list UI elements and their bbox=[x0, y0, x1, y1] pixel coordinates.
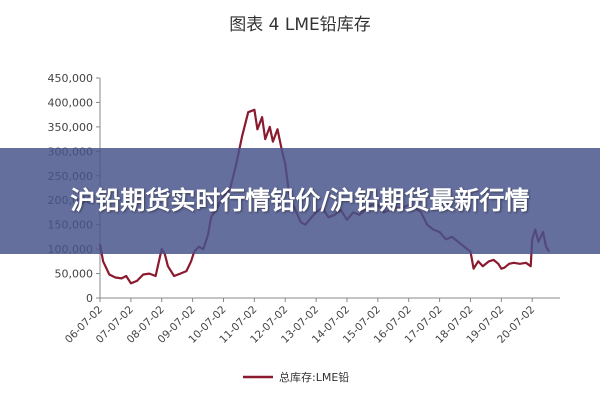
banner-headline: 沪铅期货实时行情铅价/沪铅期货最新行情 bbox=[70, 186, 530, 215]
y-tick-label: 0 bbox=[86, 292, 93, 305]
y-tick-label: 400,000 bbox=[48, 96, 94, 109]
y-tick-label: 50,000 bbox=[55, 268, 94, 281]
legend-label: 总库存:LME铅 bbox=[279, 370, 349, 384]
y-tick-label: 450,000 bbox=[48, 72, 94, 85]
overlay-banner: 沪铅期货实时行情铅价/沪铅期货最新行情 bbox=[0, 148, 600, 254]
figure-title: 图表 4 LME铅库存 bbox=[229, 15, 371, 35]
y-tick-label: 350,000 bbox=[48, 121, 94, 134]
